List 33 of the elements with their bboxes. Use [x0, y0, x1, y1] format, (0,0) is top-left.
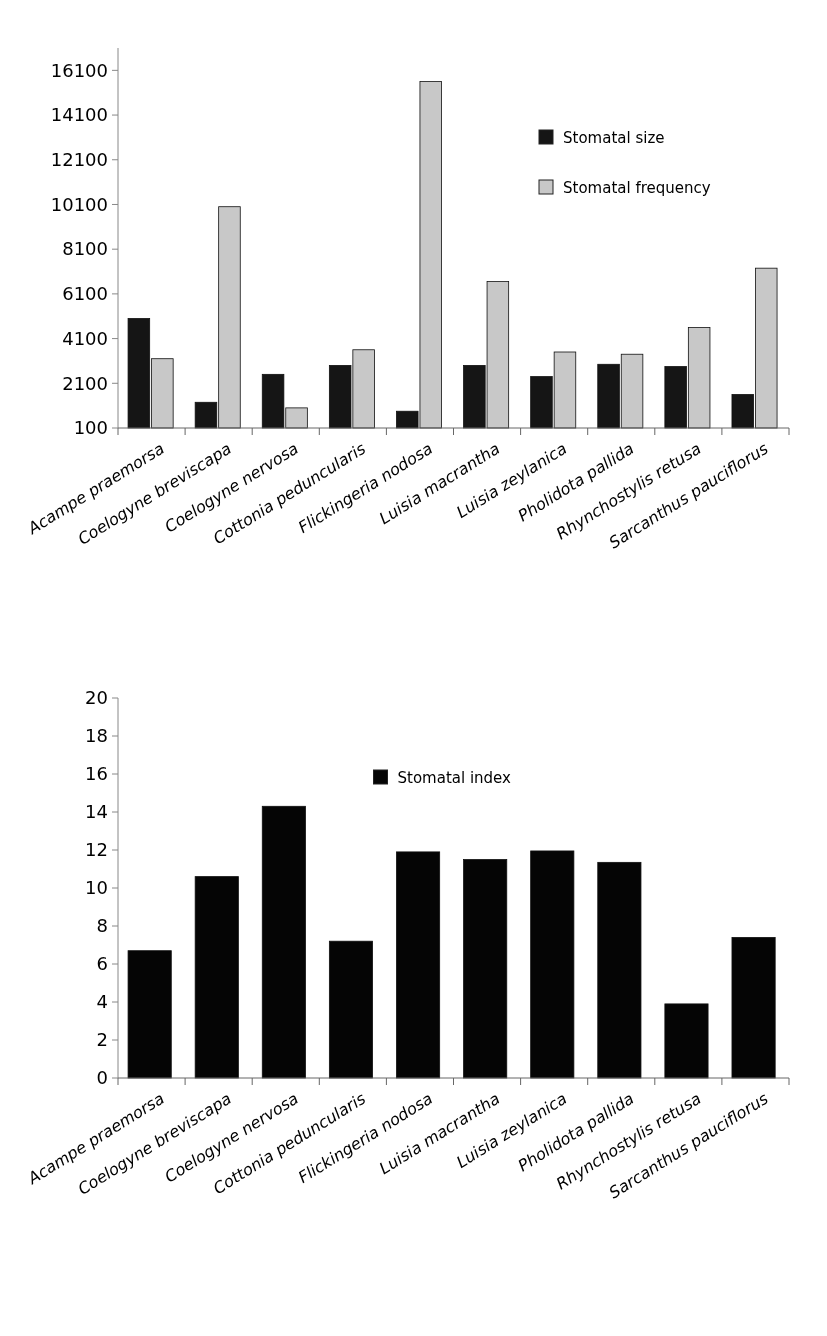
y-tick-label: 16	[85, 763, 108, 785]
y-tick-label: 6	[96, 953, 108, 975]
y-tick-label: 14100	[50, 104, 108, 126]
y-tick-label: 20	[85, 687, 108, 709]
bar	[664, 1003, 709, 1079]
bar	[127, 950, 172, 1079]
y-tick-label: 14	[85, 801, 108, 823]
y-tick-label: 100	[73, 417, 108, 439]
y-tick-label: 16100	[50, 59, 108, 81]
y-tick-label: 10	[85, 877, 108, 899]
bar	[530, 850, 575, 1079]
y-tick-label: 0	[96, 1067, 108, 1089]
legend-label: Stomatal index	[397, 769, 512, 787]
y-tick-label: 12	[85, 839, 108, 861]
bar	[731, 937, 776, 1079]
y-tick-label: 4	[96, 991, 108, 1013]
y-tick-label: 2	[96, 1029, 108, 1051]
legend-label: Stomatal size	[563, 129, 665, 147]
y-tick-label: 6100	[62, 283, 108, 305]
bar	[194, 876, 239, 1079]
legend-label: Stomatal frequency	[563, 179, 711, 197]
bar	[261, 805, 306, 1079]
bar	[396, 851, 441, 1079]
bar	[463, 859, 508, 1079]
bar	[597, 861, 642, 1079]
y-tick-label: 10100	[50, 193, 108, 215]
y-tick-label: 12100	[50, 149, 108, 171]
y-tick-label: 8100	[62, 238, 108, 260]
y-tick-label: 8	[96, 915, 108, 937]
y-tick-label: 2100	[62, 372, 108, 394]
y-tick-label: 18	[85, 725, 108, 747]
bar	[328, 940, 373, 1079]
y-tick-label: 4100	[62, 327, 108, 349]
